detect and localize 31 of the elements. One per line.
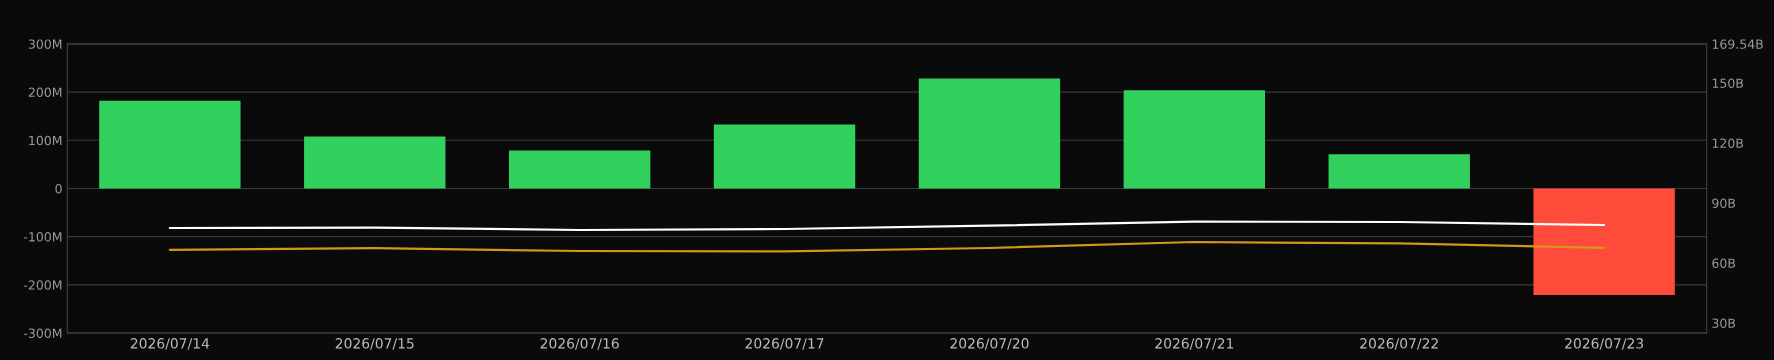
x-tick-label: 2026/07/14 xyxy=(130,338,210,350)
y-tick-label: 200M xyxy=(28,87,62,98)
y2-tick-label: 90B xyxy=(1712,198,1736,208)
x-tick-label: 2026/07/16 xyxy=(540,338,619,350)
x-tick-label: 2026/07/21 xyxy=(1155,338,1234,350)
line-series xyxy=(168,220,1606,232)
bar xyxy=(1533,188,1675,295)
x-tick-label: 2026/07/22 xyxy=(1360,338,1438,350)
x-tick-label: 2026/07/23 xyxy=(1565,338,1644,350)
x-tick-label: 2026/07/20 xyxy=(950,338,1029,350)
y2-tick-label: 30B xyxy=(1712,318,1736,328)
line-series xyxy=(168,240,1606,253)
x-tick-label: 2026/07/15 xyxy=(335,338,414,350)
y-tick-label: -200M xyxy=(24,280,62,290)
bar xyxy=(304,136,446,189)
bar xyxy=(1328,154,1470,189)
y-tick-label: 100M xyxy=(29,135,62,146)
bar xyxy=(1123,90,1266,189)
y2-tick-label: 150B xyxy=(1712,78,1743,88)
x-tick-label: 2026/07/17 xyxy=(745,338,824,350)
y-tick-label: -300M xyxy=(24,328,62,338)
bar xyxy=(713,124,856,189)
y-tick-label: 0 xyxy=(55,183,62,194)
bar xyxy=(99,100,241,189)
y2-tick-label: 120B xyxy=(1712,138,1743,148)
y-tick-label: 300M xyxy=(28,39,62,49)
y2-tick-label: 169.54B xyxy=(1712,39,1763,49)
bar xyxy=(918,78,1061,189)
bar xyxy=(508,150,651,189)
y-tick-label: -100M xyxy=(24,232,62,242)
y2-tick-label: 60B xyxy=(1712,258,1736,268)
